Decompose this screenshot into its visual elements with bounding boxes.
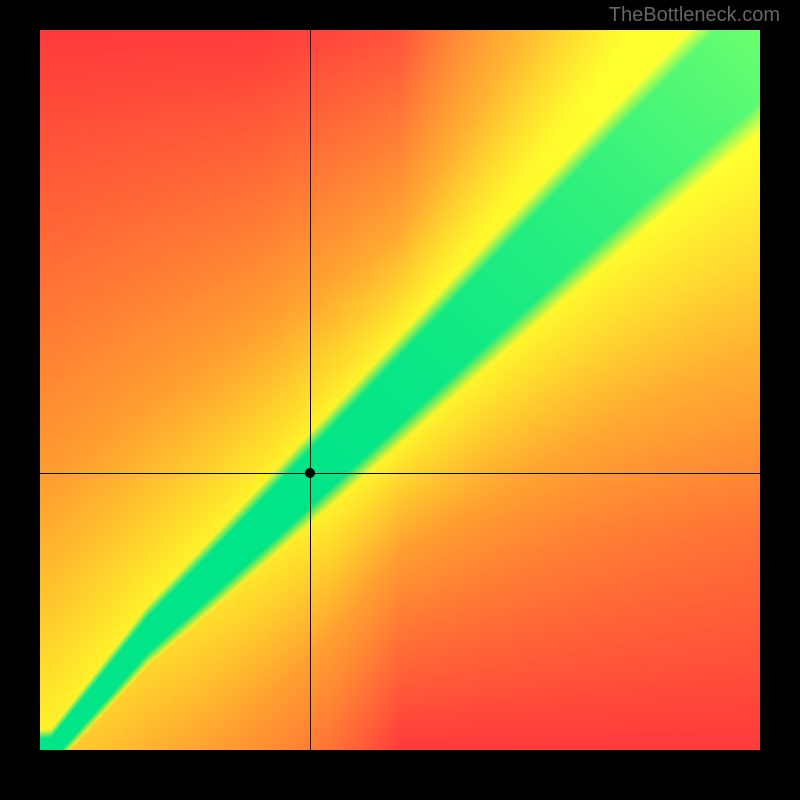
chart-container: TheBottleneck.com: [0, 0, 800, 800]
data-point-marker: [305, 468, 315, 478]
crosshair-horizontal: [40, 473, 760, 474]
plot-area: [40, 30, 760, 750]
crosshair-vertical: [310, 30, 311, 750]
watermark-text: TheBottleneck.com: [609, 4, 780, 27]
heatmap-canvas: [40, 30, 760, 750]
